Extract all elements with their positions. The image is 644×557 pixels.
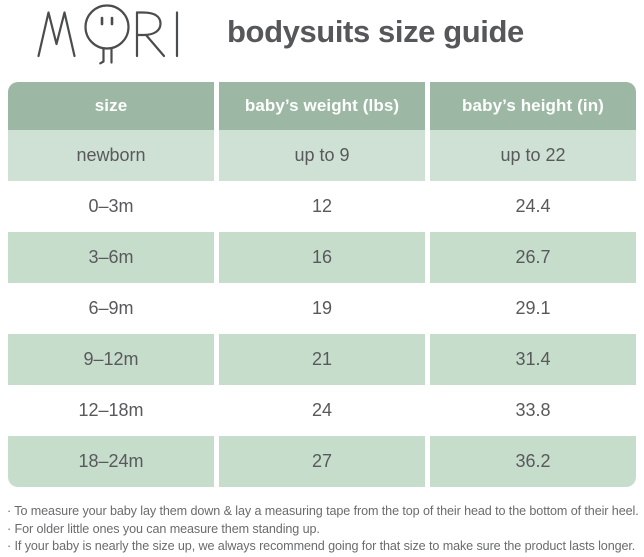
table-cell: newborn xyxy=(8,130,214,181)
logo-letter-r xyxy=(135,11,166,58)
footnote-measure-standing: · For older little ones you can measure … xyxy=(7,521,320,536)
table-cell: 19 xyxy=(219,283,425,334)
logo-letter-m xyxy=(37,11,76,58)
table-cell: 0–3m xyxy=(8,181,214,232)
size-guide-table: size baby’s weight (lbs) baby’s height (… xyxy=(8,82,636,487)
table-cell: 27 xyxy=(219,436,425,487)
table-cell: 21 xyxy=(219,334,425,385)
table-cell: 24 xyxy=(219,385,425,436)
column-header-weight: baby’s weight (lbs) xyxy=(219,82,425,130)
table-cell: 6–9m xyxy=(8,283,214,334)
table-cell: 33.8 xyxy=(430,385,636,436)
page-title: bodysuits size guide xyxy=(227,14,524,49)
footnote-size-up: · If your baby is nearly the size up, we… xyxy=(7,539,636,553)
table-cell: 29.1 xyxy=(430,283,636,334)
table-cell: up to 9 xyxy=(219,130,425,181)
column-header-height: baby’s height (in) xyxy=(430,82,636,130)
logo-face-icon xyxy=(84,4,130,65)
table-cell: 31.4 xyxy=(430,334,636,385)
footnotes: · To measure your baby lay them down & l… xyxy=(7,503,641,556)
table-cell: 12 xyxy=(219,181,425,232)
table-cell: 36.2 xyxy=(430,436,636,487)
footnote-measure-lying: · To measure your baby lay them down & l… xyxy=(7,504,639,518)
table-cell: 16 xyxy=(219,232,425,283)
table-cell: 3–6m xyxy=(8,232,214,283)
mori-logo xyxy=(37,4,179,65)
table-cell: 26.7 xyxy=(430,232,636,283)
column-header-size: size xyxy=(8,82,214,130)
table-cell: 12–18m xyxy=(8,385,214,436)
table-cell: 18–24m xyxy=(8,436,214,487)
table-cell: 9–12m xyxy=(8,334,214,385)
table-cell: up to 22 xyxy=(430,130,636,181)
table-cell: 24.4 xyxy=(430,181,636,232)
